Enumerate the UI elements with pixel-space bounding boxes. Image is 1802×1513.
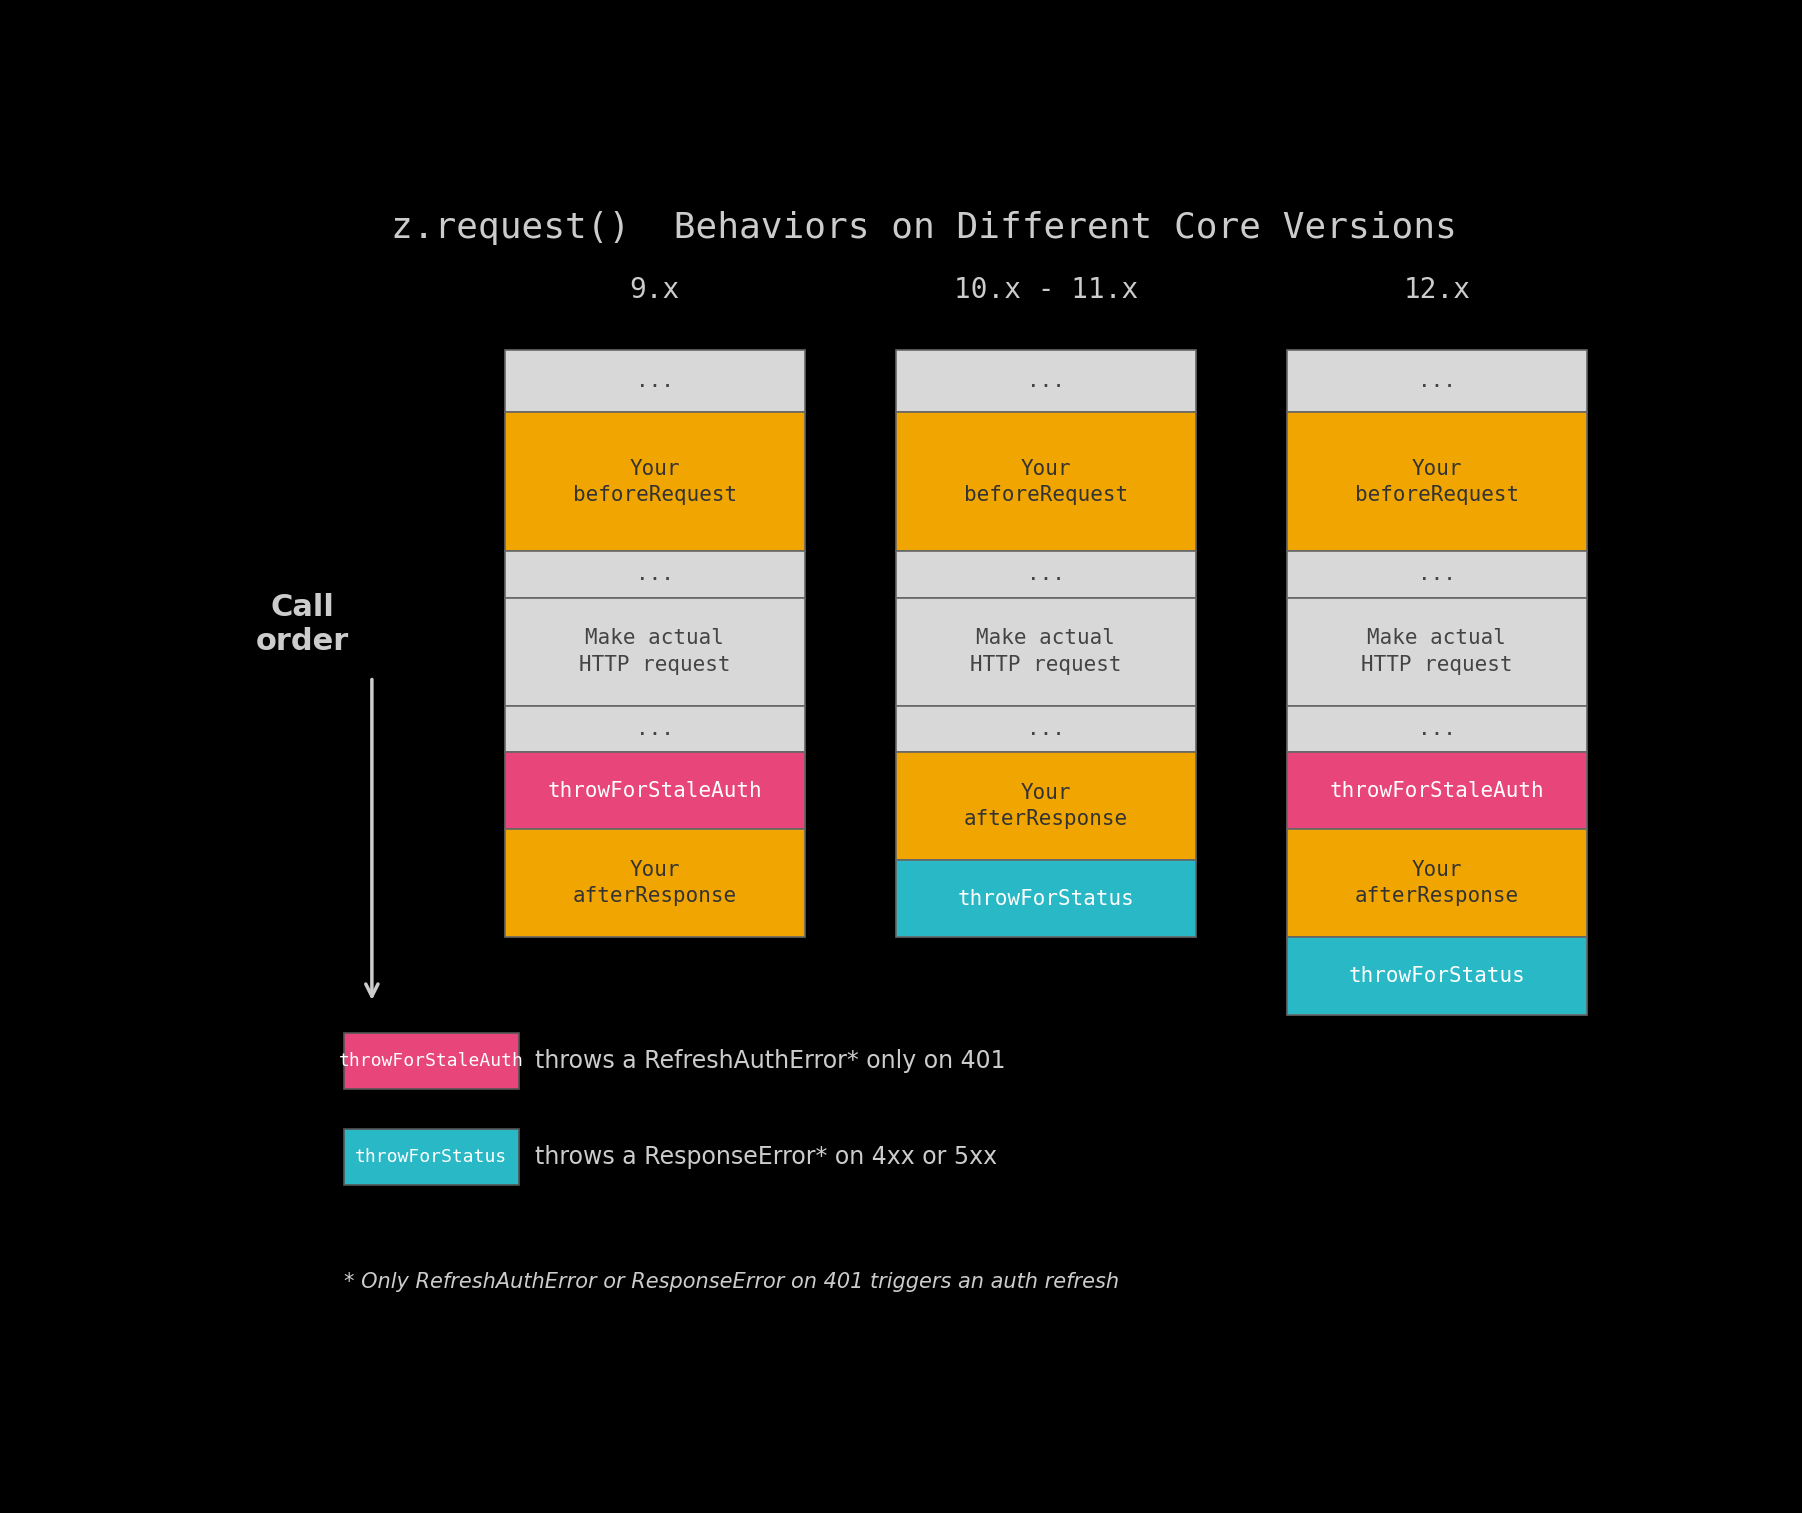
Text: ...: ... <box>1027 564 1065 584</box>
FancyBboxPatch shape <box>1287 705 1588 752</box>
FancyBboxPatch shape <box>1287 829 1588 938</box>
FancyBboxPatch shape <box>896 551 1197 598</box>
FancyBboxPatch shape <box>505 598 805 705</box>
Text: Your
afterResponse: Your afterResponse <box>1355 859 1519 906</box>
Text: ...: ... <box>1027 371 1065 392</box>
FancyBboxPatch shape <box>1287 351 1588 412</box>
FancyBboxPatch shape <box>505 351 805 412</box>
FancyBboxPatch shape <box>896 859 1197 938</box>
Text: Call
order: Call order <box>256 593 348 655</box>
FancyBboxPatch shape <box>1287 412 1588 551</box>
Text: throwForStaleAuth: throwForStaleAuth <box>339 1052 524 1070</box>
Text: ...: ... <box>636 371 674 392</box>
FancyBboxPatch shape <box>1287 551 1588 598</box>
Text: 12.x: 12.x <box>1404 275 1470 304</box>
Text: Your
beforeRequest: Your beforeRequest <box>573 458 737 505</box>
FancyBboxPatch shape <box>896 598 1197 705</box>
FancyBboxPatch shape <box>1287 752 1588 829</box>
Text: Make actual
HTTP request: Make actual HTTP request <box>578 628 730 675</box>
Text: throws a RefreshAuthError* only on 401: throws a RefreshAuthError* only on 401 <box>535 1049 1006 1073</box>
FancyBboxPatch shape <box>505 551 805 598</box>
FancyBboxPatch shape <box>344 1033 519 1089</box>
FancyBboxPatch shape <box>896 351 1197 412</box>
FancyBboxPatch shape <box>505 829 805 938</box>
FancyBboxPatch shape <box>344 1129 519 1185</box>
FancyBboxPatch shape <box>1287 938 1588 1015</box>
Text: throws a ResponseError* on 4xx or 5xx: throws a ResponseError* on 4xx or 5xx <box>535 1145 998 1168</box>
Text: Your
afterResponse: Your afterResponse <box>964 782 1128 829</box>
Text: Make actual
HTTP request: Make actual HTTP request <box>969 628 1121 675</box>
Text: * Only RefreshAuthError or ResponseError on 401 triggers an auth refresh: * Only RefreshAuthError or ResponseError… <box>344 1272 1119 1292</box>
Text: ...: ... <box>636 564 674 584</box>
Text: throwForStatus: throwForStatus <box>957 888 1133 909</box>
Text: ...: ... <box>1027 719 1065 738</box>
FancyBboxPatch shape <box>1287 598 1588 705</box>
FancyBboxPatch shape <box>896 705 1197 752</box>
Text: ...: ... <box>1418 371 1456 392</box>
FancyBboxPatch shape <box>505 705 805 752</box>
Text: Your
afterResponse: Your afterResponse <box>573 859 737 906</box>
Text: Make actual
HTTP request: Make actual HTTP request <box>1361 628 1512 675</box>
Text: throwForStatus: throwForStatus <box>355 1148 508 1165</box>
Text: ...: ... <box>1418 564 1456 584</box>
Text: 9.x: 9.x <box>629 275 679 304</box>
Text: ...: ... <box>636 719 674 738</box>
Text: z.request()  Behaviors on Different Core Versions: z.request() Behaviors on Different Core … <box>391 210 1456 245</box>
FancyBboxPatch shape <box>505 752 805 829</box>
Text: throwForStatus: throwForStatus <box>1348 965 1524 986</box>
Text: ...: ... <box>1418 719 1456 738</box>
Text: throwForStaleAuth: throwForStaleAuth <box>1330 781 1544 800</box>
FancyBboxPatch shape <box>896 752 1197 859</box>
Text: 10.x - 11.x: 10.x - 11.x <box>953 275 1137 304</box>
FancyBboxPatch shape <box>896 412 1197 551</box>
Text: throwForStaleAuth: throwForStaleAuth <box>548 781 762 800</box>
Text: Your
beforeRequest: Your beforeRequest <box>1355 458 1519 505</box>
FancyBboxPatch shape <box>505 412 805 551</box>
Text: Your
beforeRequest: Your beforeRequest <box>964 458 1128 505</box>
